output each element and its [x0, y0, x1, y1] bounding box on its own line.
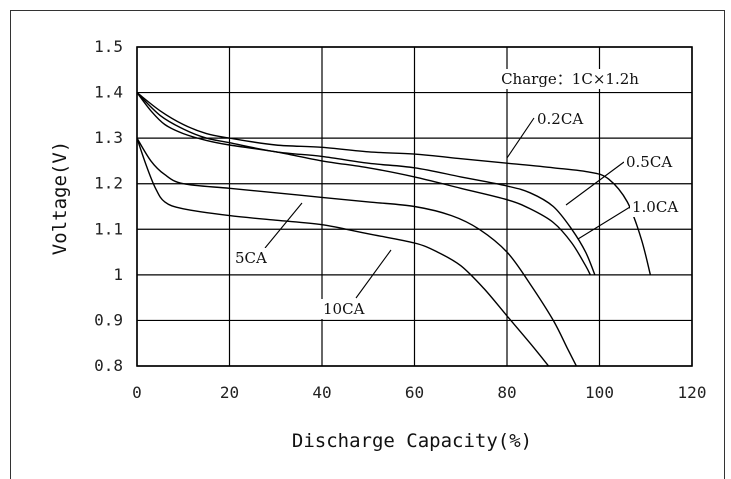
plot-area-border — [136, 46, 693, 367]
tick-labels: 0 20 40 60 80 100 120 0.8 0.9 1 1.1 1.2 1.3 1.4 1.5 — [94, 37, 706, 402]
y-tick-label: 1 — [113, 265, 123, 284]
curve-labels: 0.2CA 0.5CA 1.0CA 5CA 10CA — [233, 109, 681, 319]
x-axis-title: Discharge Capacity(%) — [292, 430, 532, 452]
x-tick-label: 60 — [405, 383, 424, 402]
charge-note-bg — [498, 69, 643, 89]
label-bg-1-0ca — [630, 197, 681, 217]
label-pointers — [264, 117, 631, 299]
curve-0-2ca — [137, 92, 652, 276]
y-tick-label: 1.4 — [94, 83, 123, 102]
curve-0-5ca — [137, 92, 596, 276]
y-tick-label: 0.9 — [94, 310, 123, 329]
figure-border — [10, 10, 725, 479]
y-tick-label: 1.2 — [94, 174, 123, 193]
curves — [137, 92, 652, 366]
series-label-10ca: 10CA — [323, 300, 365, 318]
label-bg-10ca — [321, 299, 367, 319]
figure-border-line — [10, 10, 725, 479]
series-label-1-0ca: 1.0CA — [632, 198, 678, 216]
series-label-0-2ca: 0.2CA — [537, 110, 583, 128]
x-tick-label: 80 — [497, 383, 516, 402]
x-tick-label: 100 — [585, 383, 614, 402]
label-bg-5ca — [233, 248, 270, 268]
pointer-0-5ca — [565, 161, 625, 206]
y-axis-title: Voltage(V) — [49, 141, 71, 255]
series-label-5ca: 5CA — [235, 249, 267, 267]
y-tick-label: 0.8 — [94, 356, 123, 375]
series-label-0-5ca: 0.5CA — [626, 153, 672, 171]
grid — [136, 46, 693, 367]
pointer-0-2ca — [506, 117, 535, 159]
pointer-5ca — [264, 202, 303, 249]
y-tick-label: 1.5 — [94, 37, 123, 56]
x-tick-label: 20 — [220, 383, 239, 402]
y-tick-label: 1.3 — [94, 128, 123, 147]
label-bg-0-2ca — [535, 109, 586, 129]
pointer-1-0ca — [577, 206, 631, 240]
curve-5ca — [137, 137, 578, 366]
curve-10ca — [137, 137, 550, 366]
charge-condition-note: Charge：1C×1.2h — [501, 70, 639, 88]
y-tick-label: 1.1 — [94, 219, 123, 238]
label-bg-0-5ca — [624, 152, 675, 172]
x-tick-label: 40 — [312, 383, 331, 402]
x-tick-label: 120 — [678, 383, 707, 402]
x-tick-label: 0 — [132, 383, 142, 402]
pointer-10ca — [355, 249, 392, 299]
curve-1-0ca — [137, 92, 591, 276]
